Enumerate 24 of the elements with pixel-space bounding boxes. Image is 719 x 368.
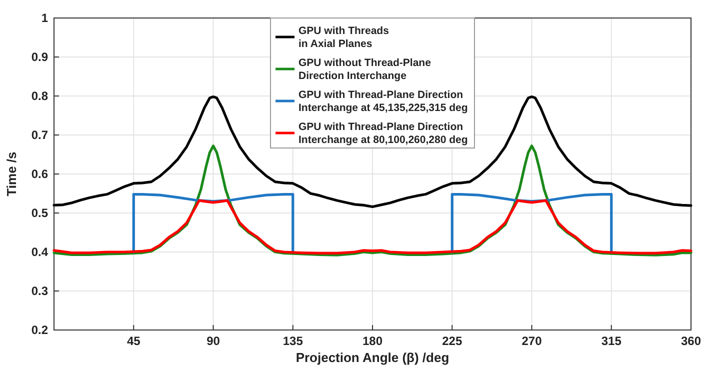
x-tick-label: 315 [601, 334, 622, 348]
legend-label: GPU with Threads in Axial Planes [298, 25, 390, 50]
line-series [52, 199, 692, 254]
x-tick-label: 180 [362, 334, 383, 348]
x-tick-label: 135 [282, 334, 304, 348]
x-tick-label: 360 [680, 334, 702, 348]
x-tick-label: 225 [442, 334, 462, 348]
y-tick-label: 0.5 [31, 206, 48, 220]
y-tick-label: 0.8 [31, 89, 48, 103]
y-tick-label: 0.4 [31, 245, 48, 259]
x-tick-label: 270 [522, 334, 542, 348]
y-tick-label: 1 [41, 11, 48, 25]
y-tick-label: 0.7 [31, 128, 48, 142]
y-tick-label: 0.3 [31, 284, 48, 298]
legend-label: GPU without Thread-Plane Direction Interchange [298, 57, 432, 82]
x-tick-label: 90 [206, 334, 220, 348]
y-tick-label: 0.2 [31, 323, 48, 337]
x-axis-title: Projection Angle (β) /deg [296, 350, 450, 365]
x-tick-label: 45 [126, 334, 141, 348]
legend-label: GPU with Thread-Plane Direction Interchange at 80,100,260,280 deg [298, 121, 468, 146]
y-axis-title: Time /s [4, 152, 19, 196]
y-tick-label: 0.6 [31, 167, 48, 181]
y-tick-label: 0.9 [31, 50, 48, 64]
legend-label: GPU with Thread-Plane Direction Interchange at 45,135,225,315 deg [298, 89, 468, 114]
